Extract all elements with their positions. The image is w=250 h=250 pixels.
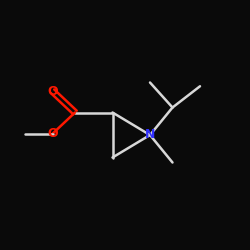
Text: N: N <box>145 128 155 141</box>
Text: O: O <box>47 127 58 140</box>
Text: O: O <box>47 85 58 98</box>
